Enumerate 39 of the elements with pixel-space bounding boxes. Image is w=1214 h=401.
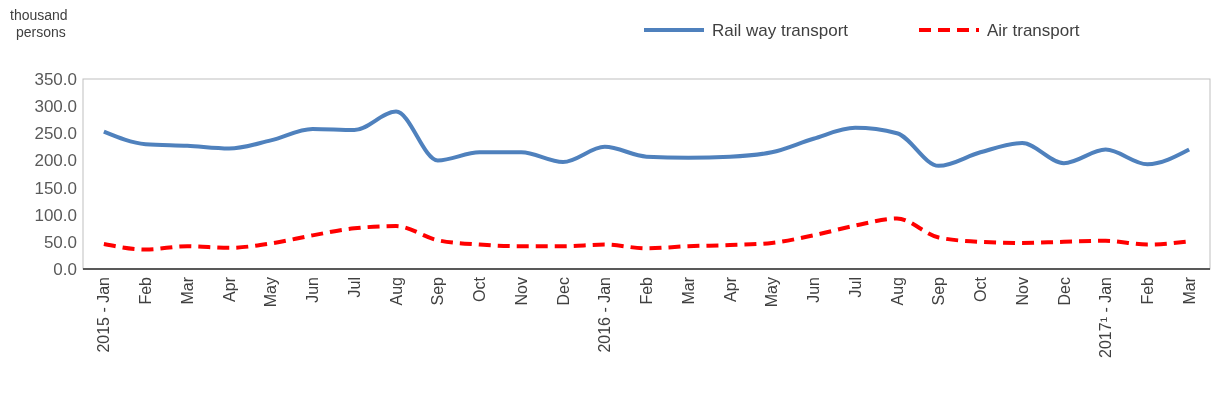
y-tick-label: 200.0 (34, 151, 77, 171)
y-tick-label: 100.0 (34, 205, 77, 225)
y-tick-label: 0.0 (53, 259, 77, 279)
line-series (101, 109, 1192, 168)
x-tick-label: Feb (137, 276, 155, 305)
x-tick-label: Dec (1055, 277, 1073, 306)
x-tick-label: Dec (554, 277, 572, 306)
y-axis-title: thousand persons (10, 7, 68, 40)
x-tick-label: Sep (429, 276, 447, 306)
y-tick-label: 50.0 (43, 232, 77, 252)
x-tick-label: 2015 - Jan (95, 277, 113, 353)
x-tick-label: Apr (721, 276, 739, 302)
x-tick-label: Sep (930, 276, 948, 306)
y-tick-label: 150.0 (34, 178, 77, 198)
legend-label: Rail way transport (712, 20, 849, 40)
x-tick-label: May (262, 277, 280, 308)
y-tick-label: 350.0 (34, 69, 77, 89)
x-tick-label: Aug (888, 277, 906, 306)
x-tick-label: Nov (1013, 277, 1031, 306)
y-tick-label: 300.0 (34, 97, 77, 117)
x-tick-label: Aug (387, 277, 405, 306)
x-tick-label: Feb (1138, 276, 1156, 305)
x-tick-label: Jun (805, 277, 823, 303)
x-tick-label: Mar (1180, 276, 1198, 305)
x-tick-label: Feb (638, 276, 656, 305)
x-tick-label: Nov (512, 277, 530, 306)
x-tick-label: 2017¹ - Jan (1097, 277, 1115, 358)
y-tick-label: 250.0 (34, 124, 77, 144)
x-tick-label: Oct (972, 276, 990, 302)
x-tick-label: Jun (304, 277, 322, 303)
x-tick-label: 2016 - Jan (596, 277, 614, 353)
legend-label: Air transport (987, 20, 1080, 40)
x-tick-label: Jul (846, 277, 864, 298)
x-tick-label: May (763, 277, 781, 308)
x-tick-label: Jul (345, 277, 363, 298)
x-tick-label: Mar (679, 276, 697, 305)
x-tick-label: Mar (178, 276, 196, 305)
x-tick-label: Oct (471, 276, 489, 302)
x-tick-label: Apr (220, 276, 238, 302)
